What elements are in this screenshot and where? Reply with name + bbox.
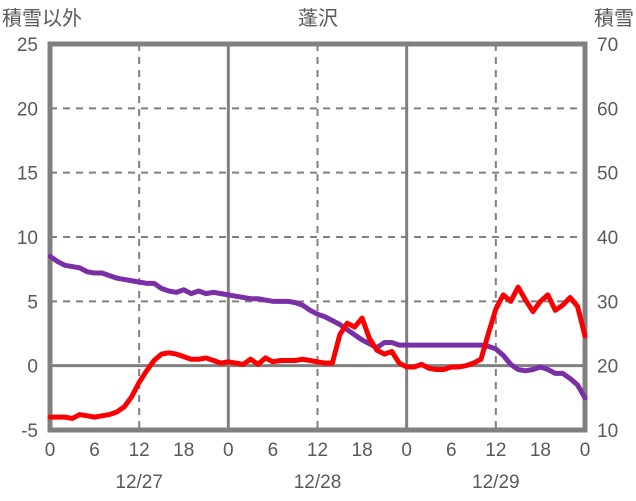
x-axis-day-label: 12/29 [472, 472, 520, 493]
gridlines [50, 44, 585, 430]
x-axis-day-label: 12/28 [294, 472, 342, 493]
y-tick-label: 15 [17, 164, 38, 185]
y2-tick-label: 10 [597, 421, 618, 442]
x-tick-label: 6 [268, 440, 279, 461]
x-tick-label: 0 [223, 440, 234, 461]
y-tick-label: 0 [27, 357, 38, 378]
x-tick-label: 18 [173, 440, 194, 461]
y2-tick-label: 20 [597, 357, 618, 378]
x-tick-label: 12 [485, 440, 506, 461]
x-axis-day-label: 12/27 [115, 472, 163, 493]
y2-tick-label: 30 [597, 292, 618, 313]
y2-tick-label: 60 [597, 99, 618, 120]
x-tick-label: 18 [530, 440, 551, 461]
x-axis-day-labels: 12/27 12/28 12/29 [115, 472, 519, 493]
x-axis-ticks: 0 6 12 18 0 6 12 18 0 6 12 18 0 [45, 440, 591, 461]
y-tick-label: 10 [17, 228, 38, 249]
x-tick-label: 12 [129, 440, 150, 461]
y-tick-label: 25 [17, 35, 38, 56]
right-axis-title: 積雪 [594, 8, 634, 30]
x-tick-label: 0 [580, 440, 591, 461]
left-axis-title: 積雪以外 [2, 8, 82, 30]
plot-border [47, 41, 588, 433]
page-title: 蓬沢 [298, 8, 338, 30]
series-line-1 [47, 253, 588, 401]
y-tick-label: 20 [17, 99, 38, 120]
x-tick-label: 0 [401, 440, 412, 461]
data-series [47, 253, 588, 421]
y2-tick-label: 70 [597, 35, 618, 56]
y2-tick-label: 40 [597, 228, 618, 249]
x-tick-label: 6 [446, 440, 457, 461]
x-tick-label: 18 [352, 440, 373, 461]
plot-frame [47, 41, 588, 433]
y-tick-label: 5 [27, 292, 38, 313]
y2-tick-label: 50 [597, 164, 618, 185]
x-tick-label: 0 [45, 440, 56, 461]
x-tick-label: 6 [89, 440, 100, 461]
series-line-2 [47, 284, 588, 421]
y-axis-ticks: -5 0 5 10 15 20 25 [17, 35, 38, 442]
y-tick-label: -5 [21, 421, 38, 442]
x-tick-label: 12 [307, 440, 328, 461]
y2-axis-ticks: 10 20 30 40 50 60 70 [597, 35, 618, 442]
